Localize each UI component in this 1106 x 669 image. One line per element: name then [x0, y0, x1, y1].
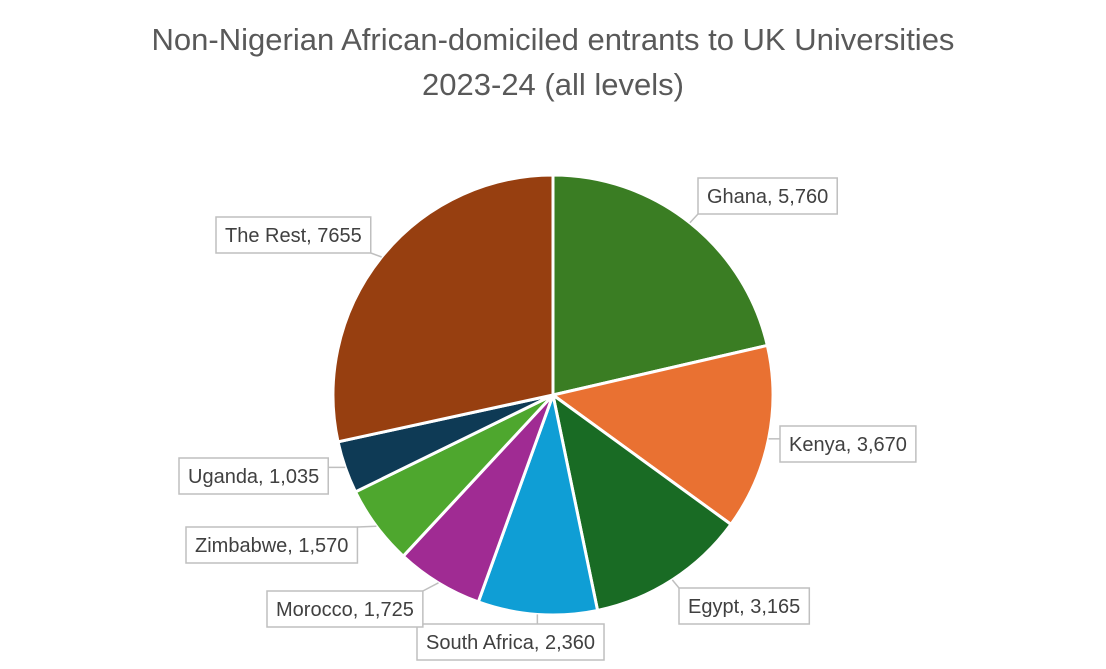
data-label-south-africa: South Africa, 2,360: [416, 614, 605, 661]
data-label-the-rest: The Rest, 7655: [215, 216, 382, 258]
data-label-zimbabwe: Zimbabwe, 1,570: [185, 525, 377, 564]
data-label-text: Egypt, 3,165: [688, 596, 800, 618]
data-label-text: Kenya, 3,670: [789, 434, 907, 456]
data-label-box: [697, 177, 838, 215]
data-label-box: [185, 526, 359, 564]
data-label-ghana: Ghana, 5,760: [689, 177, 838, 224]
pie-data-labels: Ghana, 5,760 Kenya, 3,670 Egypt, 3,165 Sout…: [178, 177, 917, 661]
leader-line: [357, 525, 377, 528]
chart-title: Non-Nigerian African-domiciled entrants …: [152, 22, 955, 102]
pie-slice-the-rest: [331, 173, 555, 444]
data-label-morocco: Morocco, 1,725: [266, 582, 439, 628]
data-label-box: [178, 457, 329, 495]
leader-line: [689, 213, 699, 224]
data-label-box: [215, 216, 372, 254]
chart-title-line-2: 2023-24 (all levels): [422, 67, 684, 102]
pie-slices: [331, 173, 775, 617]
data-label-text: Morocco, 1,725: [276, 599, 414, 621]
pie-slice-ghana: [551, 173, 770, 397]
data-label-uganda: Uganda, 1,035: [178, 457, 346, 495]
data-label-box: [678, 587, 811, 625]
data-label-box: [779, 425, 917, 463]
leader-line: [422, 582, 439, 592]
data-label-box: [266, 590, 424, 628]
data-label-kenya: Kenya, 3,670: [768, 425, 917, 463]
data-label-text: Ghana, 5,760: [707, 186, 828, 208]
data-label-text: Uganda, 1,035: [188, 466, 319, 488]
chart-title-line-1: Non-Nigerian African-domiciled entrants …: [152, 22, 955, 57]
leader-line: [370, 252, 382, 258]
leader-line: [671, 579, 680, 589]
data-label-text: The Rest, 7655: [225, 225, 362, 247]
data-label-box: [416, 623, 605, 661]
data-label-text: Zimbabwe, 1,570: [195, 535, 348, 557]
data-label-text: South Africa, 2,360: [426, 632, 595, 654]
data-label-egypt: Egypt, 3,165: [671, 579, 811, 625]
